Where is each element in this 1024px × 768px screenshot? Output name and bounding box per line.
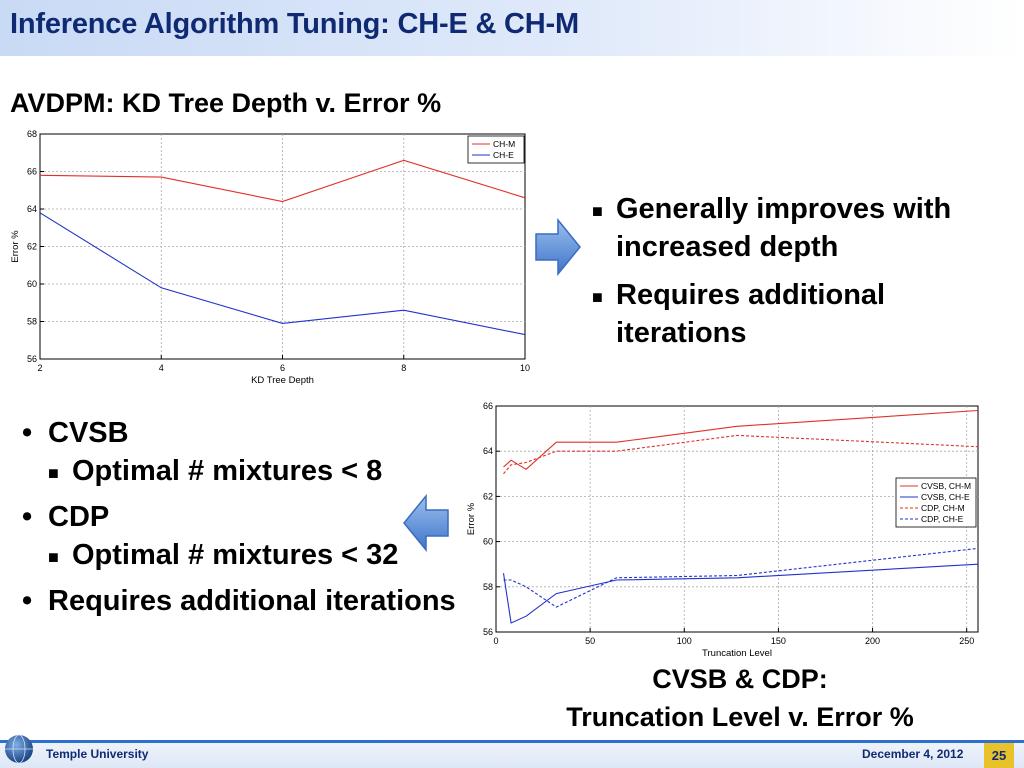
y-tick-label: 64: [483, 446, 493, 456]
series-line-1: [502, 563, 979, 624]
legend-label: CVSB, CH-E: [921, 492, 970, 502]
series-line-1: [39, 212, 526, 336]
list-item-cvsb: • CVSB ■ Optimal # mixtures < 8: [20, 414, 460, 490]
y-tick-label: 62: [483, 491, 493, 501]
list-item-cdp: • CDP ■ Optimal # mixtures < 32: [20, 498, 460, 574]
globe-logo-icon: [5, 734, 33, 764]
slide-title: Inference Algorithm Tuning: CH-E & CH-M: [10, 8, 579, 40]
x-tick-label: 0: [493, 636, 498, 646]
chart1-heading: AVDPM: KD Tree Depth v. Error %: [10, 88, 442, 118]
x-tick-label: 2: [37, 363, 42, 373]
y-tick-label: 58: [27, 317, 37, 327]
square-bullet-icon: ■: [48, 547, 59, 567]
series-line-3: [503, 547, 979, 608]
x-tick-label: 6: [280, 363, 285, 373]
legend-label: CH-E: [493, 150, 514, 160]
x-tick-label: 100: [677, 636, 692, 646]
x-axis-label: Truncation Level: [702, 648, 772, 658]
list-item: ■ Generally improves with increased depth: [592, 193, 952, 263]
x-tick-label: 10: [520, 363, 530, 373]
square-bullet-icon: ■: [48, 463, 59, 483]
x-tick-label: 250: [959, 636, 974, 646]
left-bullet-list: • CVSB ■ Optimal # mixtures < 8 • CDP ■ Opti…: [20, 414, 460, 628]
footer-divider: [0, 740, 1024, 743]
x-axis-label: KD Tree Depth: [251, 375, 314, 386]
y-tick-label: 68: [27, 129, 37, 139]
page-number: 25: [984, 743, 1014, 768]
legend-label: CDP, CH-E: [921, 514, 964, 524]
list-item-iterations: • Requires additional iterations: [22, 585, 456, 617]
y-tick-label: 60: [483, 537, 493, 547]
sub-item: ■ Optimal # mixtures < 8: [48, 452, 460, 490]
chart2-heading: CVSB & CDP: Truncation Level v. Error %: [470, 660, 1010, 736]
chart2-heading-line2: Truncation Level v. Error %: [566, 702, 914, 732]
y-tick-label: 58: [483, 582, 493, 592]
series-line-0: [39, 159, 526, 203]
x-tick-label: 200: [865, 636, 880, 646]
footer: Temple University December 4, 2012 25: [0, 743, 1024, 768]
x-tick-label: 150: [771, 636, 786, 646]
y-tick-label: 56: [27, 354, 37, 364]
y-tick-label: 66: [483, 401, 493, 411]
legend-label: CH-M: [493, 139, 515, 149]
arrow-right-icon: [535, 218, 581, 276]
y-tick-label: 64: [27, 204, 37, 214]
right-bullet-list: ■ Generally improves with increased depth…: [592, 190, 992, 362]
x-tick-label: 50: [585, 636, 595, 646]
x-tick-label: 4: [159, 363, 164, 373]
y-tick-label: 66: [27, 167, 37, 177]
chart-legend: CH-MCH-E: [467, 135, 525, 164]
legend-label: CDP, CH-M: [921, 503, 965, 513]
y-axis-label: Error %: [10, 230, 21, 263]
y-tick-label: 56: [483, 627, 493, 637]
chart2-heading-line1: CVSB & CDP:: [652, 664, 828, 694]
title-bar: Inference Algorithm Tuning: CH-E & CH-M: [0, 0, 1024, 56]
y-tick-label: 62: [27, 242, 37, 252]
arrow-left-icon: [403, 494, 449, 552]
series-line-0: [503, 409, 979, 470]
sub-item: ■ Optimal # mixtures < 32: [48, 536, 460, 574]
footer-university: Temple University: [46, 747, 149, 761]
truncation-level-chart: 0 50 100 150 200 250 56 58 60 62 64 66 Truncation Le…: [466, 401, 979, 658]
square-bullet-icon: ■: [592, 287, 603, 307]
y-tick-label: 60: [27, 279, 37, 289]
y-axis-label: Error %: [466, 502, 477, 535]
list-item: ■ Requires additional iterations: [592, 279, 886, 349]
legend-box: [467, 135, 525, 164]
square-bullet-icon: ■: [592, 201, 603, 221]
x-tick-label: 8: [401, 363, 406, 373]
legend-label: CVSB, CH-M: [921, 481, 971, 491]
series-line-2: [503, 434, 979, 475]
footer-date: December 4, 2012: [862, 747, 964, 761]
